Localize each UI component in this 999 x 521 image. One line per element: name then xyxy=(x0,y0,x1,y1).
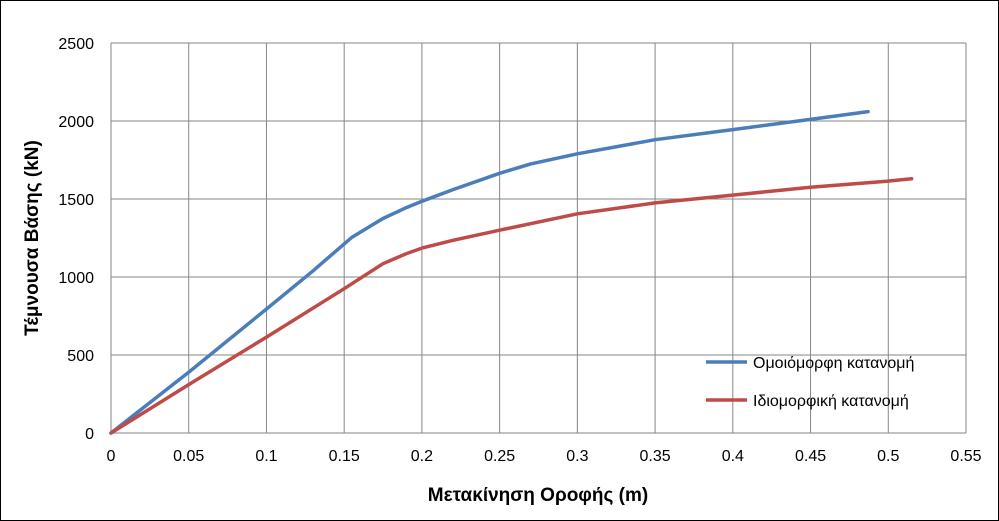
legend-label: Ιδιομορφική κατανομή xyxy=(753,393,909,410)
x-tick-label: 0 xyxy=(107,448,116,465)
x-tick-label: 0.15 xyxy=(329,448,360,465)
x-tick-label: 0.35 xyxy=(640,448,671,465)
y-axis-title: Τέμνουσα Βάσης (kN) xyxy=(22,140,43,336)
x-tick-label: 0.45 xyxy=(795,448,826,465)
y-tick-label: 500 xyxy=(67,348,94,365)
legend-label: Ομοιόμορφη κατανομή xyxy=(753,355,914,372)
y-tick-labels: 0 500 1000 1500 2000 2500 xyxy=(58,36,94,443)
x-tick-label: 0.25 xyxy=(484,448,515,465)
plot-area xyxy=(111,43,966,433)
x-tick-label: 0.55 xyxy=(950,448,981,465)
x-axis-title: Μετακίνηση Οροφής (m) xyxy=(428,485,648,506)
y-tick-label: 2000 xyxy=(58,114,94,131)
series-line-1 xyxy=(109,109,870,435)
series-line-2 xyxy=(109,176,914,435)
x-tick-label: 0.05 xyxy=(173,448,204,465)
y-tick-label: 0 xyxy=(85,426,94,443)
legend: Ομοιόμορφη κατανομή Ιδιομορφική κατανομή xyxy=(706,355,914,410)
x-tick-label: 0.5 xyxy=(877,448,899,465)
x-tick-label: 0.1 xyxy=(255,448,277,465)
gridlines xyxy=(110,42,967,434)
x-tick-label: 0.4 xyxy=(722,448,744,465)
y-tick-label: 1000 xyxy=(58,270,94,287)
y-tick-label: 2500 xyxy=(58,36,94,53)
x-tick-labels: 0 0.05 0.1 0.15 0.2 0.25 0.3 0.35 0.4 0.45 0.5 0.55 xyxy=(107,448,982,465)
y-tick-label: 1500 xyxy=(58,192,94,209)
x-tick-label: 0.3 xyxy=(566,448,588,465)
x-tick-label: 0.2 xyxy=(411,448,433,465)
series-lines xyxy=(109,109,914,435)
